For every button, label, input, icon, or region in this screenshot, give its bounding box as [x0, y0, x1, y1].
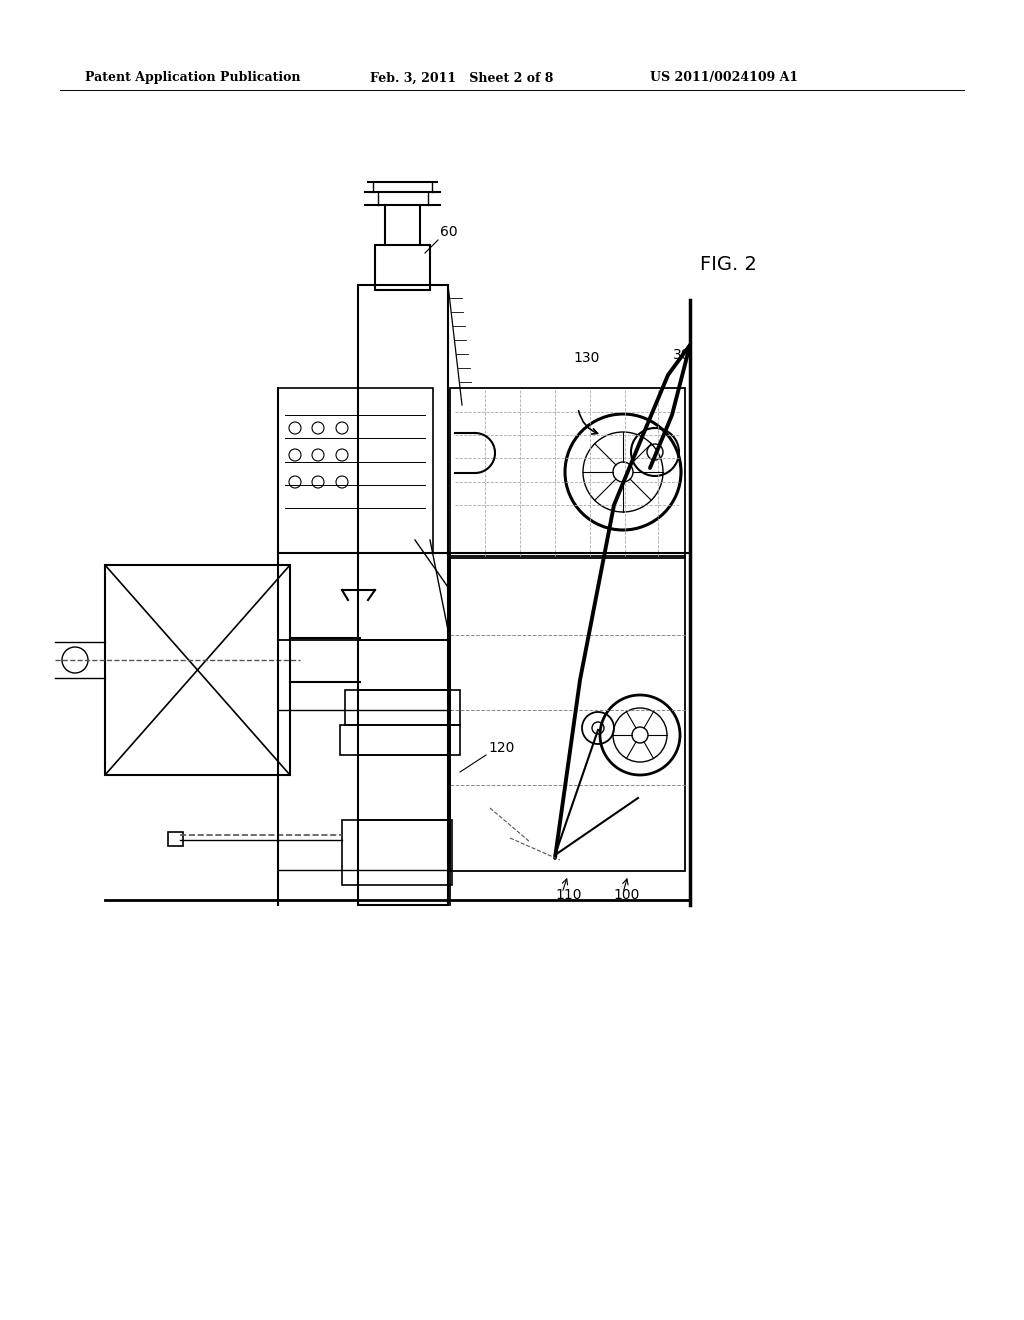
Bar	[450, 388, 685, 558]
Bar	[168, 832, 183, 846]
Text: 120: 120	[488, 741, 514, 755]
Bar	[105, 565, 290, 775]
Text: 130: 130	[573, 351, 599, 366]
Text: 110: 110	[555, 888, 582, 902]
Text: 30: 30	[673, 348, 690, 362]
Text: FIG. 2: FIG. 2	[700, 256, 757, 275]
Bar	[358, 285, 449, 906]
Bar	[358, 640, 449, 690]
Bar	[340, 725, 460, 755]
Bar	[358, 755, 449, 820]
Bar	[278, 388, 433, 553]
Bar	[450, 556, 685, 871]
Bar	[345, 690, 460, 725]
Text: Patent Application Publication: Patent Application Publication	[85, 71, 300, 84]
Bar	[342, 820, 452, 884]
Text: 100: 100	[613, 888, 639, 902]
Bar	[375, 246, 430, 290]
Text: Feb. 3, 2011   Sheet 2 of 8: Feb. 3, 2011 Sheet 2 of 8	[370, 71, 553, 84]
Text: US 2011/0024109 A1: US 2011/0024109 A1	[650, 71, 798, 84]
Text: 60: 60	[440, 224, 458, 239]
